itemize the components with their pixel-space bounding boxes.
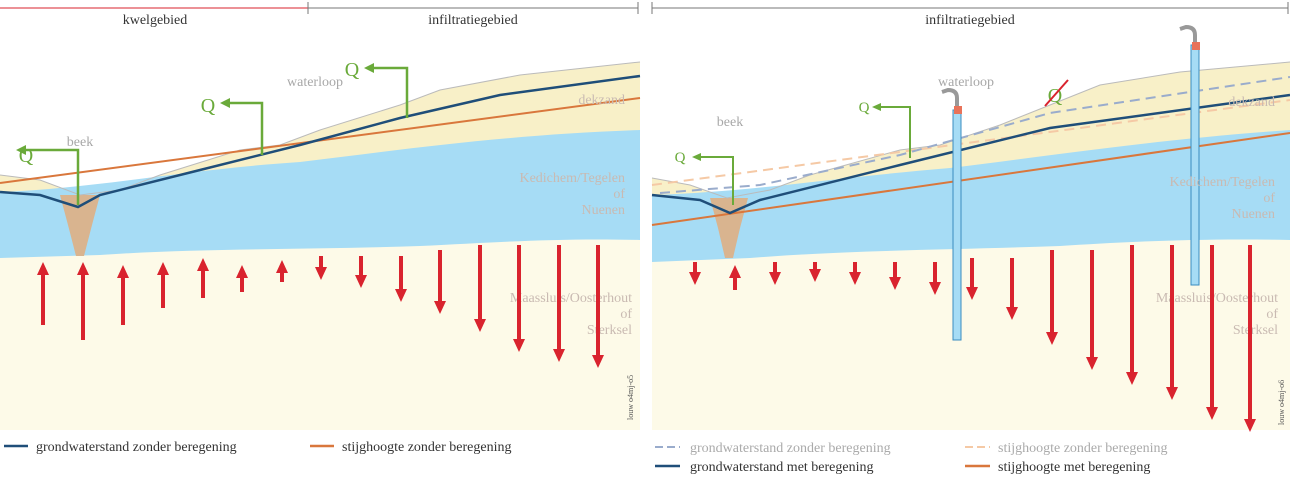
pump	[954, 106, 962, 114]
aquifer-label: Nuenen	[1231, 207, 1275, 222]
aquifer-label: Kedichem/Tegelen	[1169, 175, 1275, 190]
zone-label: infiltratiegebied	[925, 13, 1014, 28]
deep-label: of	[1266, 307, 1278, 322]
arrow-head	[157, 262, 169, 275]
legend-label: grondwaterstand met beregening	[690, 460, 874, 475]
beek-label: beek	[717, 115, 743, 130]
right-panel: infiltratiegebied Q Q Q beek waterloop d…	[651, 2, 1290, 475]
well	[1190, 44, 1200, 286]
waterloop-label: waterloop	[287, 75, 343, 90]
arrow-head	[689, 272, 701, 285]
strike	[1044, 79, 1069, 107]
arrow-head	[553, 349, 565, 362]
arrow-head	[315, 267, 327, 280]
arrow-head	[1166, 387, 1178, 400]
legend-label: grondwaterstand zonder beregening	[36, 440, 237, 455]
beek-funnel	[60, 195, 100, 256]
arrow-head	[16, 145, 26, 155]
code-label: louw o4mj-o5	[626, 375, 635, 420]
deep-label: Maassluis/Oosterhout	[1156, 291, 1278, 306]
arrow-head	[809, 269, 821, 282]
arrow-head	[1206, 407, 1218, 420]
zone-label: infiltratiegebied	[428, 13, 517, 28]
arrow-head	[889, 277, 901, 290]
q-arrow	[370, 66, 409, 118]
zone-label: kwelgebied	[123, 13, 188, 28]
legend-label: stijghoogte zonder beregening	[998, 441, 1168, 456]
arrow-head	[37, 262, 49, 275]
q-label: Q	[859, 100, 870, 116]
legend-label: grondwaterstand zonder beregening	[690, 441, 891, 456]
q-arrow	[22, 148, 80, 205]
arrow-head	[1126, 372, 1138, 385]
code-label: louw o4mj-o6	[1277, 380, 1286, 425]
well-head	[941, 87, 959, 112]
flow-arrows	[37, 245, 1256, 432]
legend-label: stijghoogte met beregening	[998, 460, 1150, 475]
arrow-head	[692, 153, 701, 161]
well-head	[1179, 24, 1197, 47]
arrow-head	[276, 260, 288, 273]
q-label: Q	[675, 150, 686, 166]
deep-label: Maassluis/Oosterhout	[510, 291, 632, 306]
arrow-head	[966, 287, 978, 300]
aquifer	[652, 130, 1290, 262]
q-label: Q	[201, 95, 216, 117]
groundwater-line	[651, 93, 1290, 215]
aquifer-label: of	[1263, 191, 1275, 206]
left-panel: kwelgebied infiltratiegebied Q Q Q beek …	[0, 2, 641, 455]
pump	[1192, 42, 1200, 50]
dekzand-label: dekzand	[1228, 95, 1275, 110]
q-arrow	[878, 106, 911, 158]
arrow-head	[355, 275, 367, 288]
aquifer	[0, 130, 640, 258]
arrow-head	[513, 339, 525, 352]
aquifer-label: of	[613, 187, 625, 202]
q-label: Q	[19, 145, 34, 167]
arrow-head	[77, 262, 89, 275]
aquifer-label: Kedichem/Tegelen	[519, 171, 625, 186]
legend-label: stijghoogte zonder beregening	[342, 440, 512, 455]
deep-label: of	[620, 307, 632, 322]
arrow-head	[729, 265, 741, 278]
arrow-head	[1046, 332, 1058, 345]
arrow-head	[1244, 419, 1256, 432]
arrow-head	[434, 301, 446, 314]
arrow-head	[872, 103, 881, 111]
deep-label: Sterksel	[587, 323, 632, 338]
surface	[651, 61, 1290, 199]
beek-label: beek	[67, 135, 93, 150]
arrow-head	[1006, 307, 1018, 320]
stijghoogte-line	[651, 132, 1290, 226]
q-arrow	[698, 156, 734, 205]
waterloop-label: waterloop	[938, 75, 994, 90]
aquifer-label: Nuenen	[581, 203, 625, 218]
arrow-head	[117, 265, 129, 278]
well	[952, 109, 962, 341]
groundwater-line	[0, 74, 641, 209]
arrow-head	[929, 282, 941, 295]
arrow-head	[1086, 357, 1098, 370]
arrow-head	[236, 265, 248, 278]
q-label: Q	[345, 59, 360, 81]
q-arrow	[226, 101, 264, 155]
arrow-head	[395, 289, 407, 302]
arrow-head	[592, 355, 604, 368]
dekzand-label: dekzand	[578, 93, 625, 108]
arrow-head	[197, 258, 209, 271]
arrow-head	[364, 63, 374, 73]
stijghoogte-dashed	[651, 99, 1290, 186]
arrow-head	[849, 272, 861, 285]
arrow-head	[220, 98, 230, 108]
deep-label: Sterksel	[1233, 323, 1278, 338]
groundwater-dashed	[659, 76, 1290, 194]
arrow-head	[474, 319, 486, 332]
arrow-head	[769, 272, 781, 285]
